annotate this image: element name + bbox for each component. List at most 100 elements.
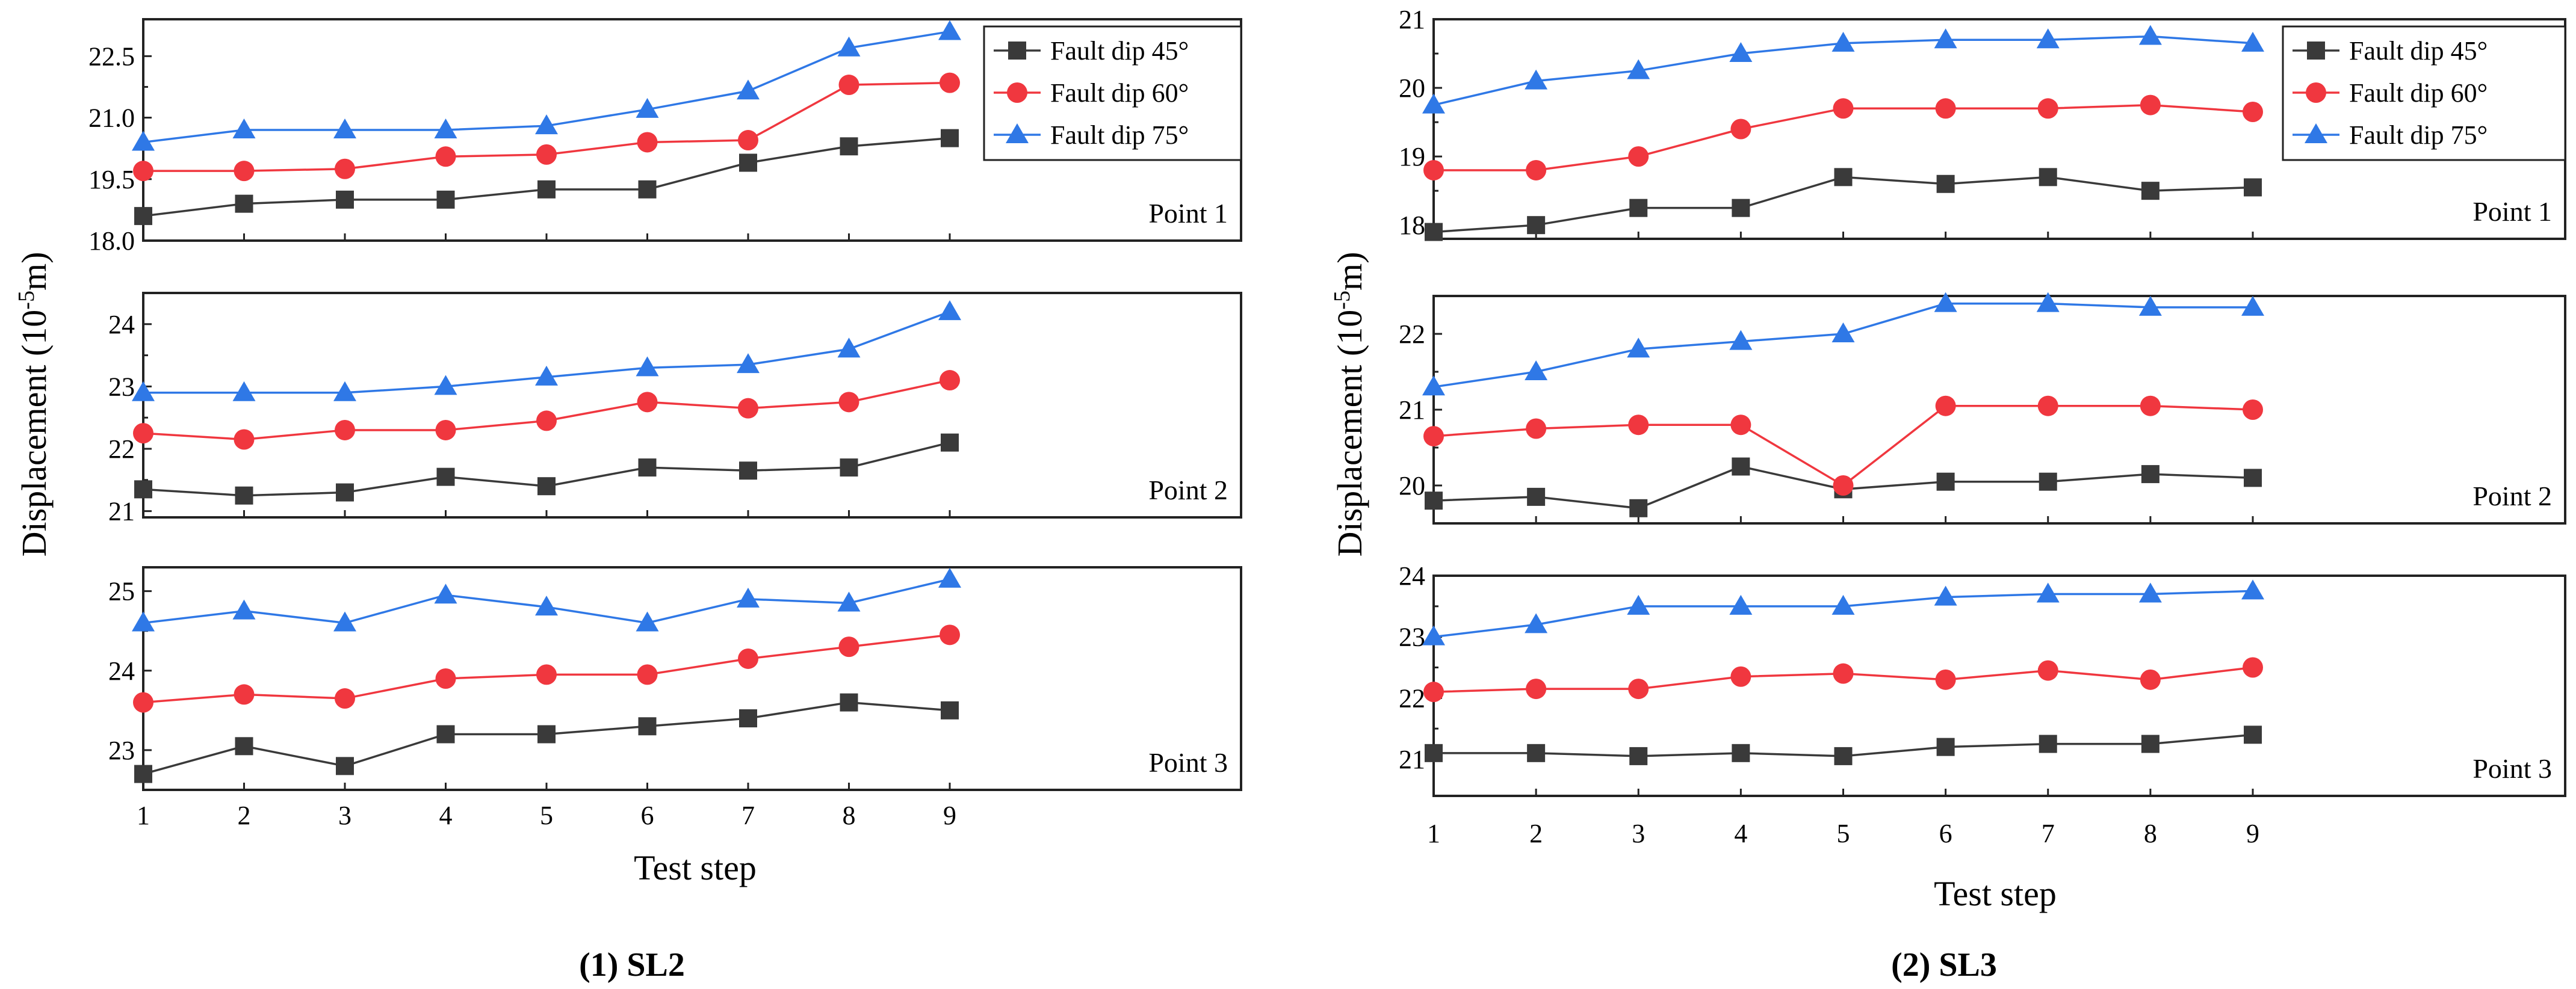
data-point <box>739 709 757 728</box>
data-point <box>235 486 253 505</box>
x-tick-label: 1 <box>1427 819 1440 848</box>
legend-label: Fault dip 45° <box>2349 36 2488 66</box>
panel-point-2: 21 22 23 24 Point 2 <box>108 292 1242 526</box>
x-tick-label: 1 <box>137 801 150 830</box>
x-tick-label: 5 <box>1837 819 1850 848</box>
series-fault-dip-75 <box>1422 292 2264 396</box>
data-point <box>636 356 659 377</box>
x-tick-label: 2 <box>1529 819 1543 848</box>
data-point <box>838 392 859 413</box>
data-point <box>1732 744 1750 762</box>
legend-label: Fault dip 45° <box>1050 36 1189 66</box>
data-point <box>134 480 152 499</box>
y-tick-label: 18 <box>1399 211 1425 240</box>
data-point <box>2036 292 2060 312</box>
data-point <box>434 584 457 604</box>
data-point <box>2244 178 2262 197</box>
y-tick-label: 22 <box>108 434 135 464</box>
data-point <box>840 137 858 156</box>
data-point <box>1833 475 1854 496</box>
legend-label: Fault dip 60° <box>1050 78 1189 108</box>
data-point <box>1935 395 1956 416</box>
y-tick-label: 25 <box>108 577 135 606</box>
legend-marker <box>1006 123 1029 143</box>
x-axis-title: Test step <box>634 848 757 887</box>
legend-item-fault-dip-45: Fault dip 45° <box>994 36 1189 66</box>
data-point <box>941 129 959 147</box>
legend: Fault dip 45° Fault dip 60° Fault dip 75° <box>983 25 1242 161</box>
data-point <box>1730 666 1751 687</box>
data-point <box>1831 31 1855 52</box>
data-point <box>1423 159 1444 180</box>
x-axis: 1 2 3 4 5 6 7 8 9 Test step <box>1427 819 2259 913</box>
data-point <box>536 144 557 165</box>
data-point <box>234 429 255 450</box>
data-point <box>1527 216 1546 235</box>
data-point <box>1422 625 1445 645</box>
series-fault-dip-60 <box>133 72 960 182</box>
data-point <box>1422 375 1445 396</box>
x-tick-label: 8 <box>843 801 856 830</box>
series-line <box>1433 404 2253 487</box>
data-point <box>2141 465 2160 484</box>
data-point <box>2141 182 2160 200</box>
x-tick-label: 2 <box>238 801 251 830</box>
data-point <box>1423 682 1444 703</box>
data-point <box>132 131 155 151</box>
data-point <box>738 130 758 151</box>
data-point <box>941 433 959 452</box>
data-point <box>1629 747 1648 765</box>
data-point <box>133 692 153 713</box>
data-point <box>1627 594 1650 615</box>
y-tick-label: 20 <box>1399 471 1425 501</box>
y-tick-label: 22 <box>1399 683 1425 713</box>
panel-label: Point 2 <box>1148 475 1228 505</box>
data-point <box>336 757 354 775</box>
data-point <box>436 190 455 209</box>
data-point <box>2037 98 2058 119</box>
data-point <box>737 353 760 374</box>
series-fault-dip-45 <box>134 693 959 783</box>
data-point <box>1935 669 1956 690</box>
series-fault-dip-60 <box>133 624 960 713</box>
data-point <box>1627 337 1650 358</box>
data-point <box>435 146 456 167</box>
data-point <box>335 419 355 440</box>
data-point <box>840 458 858 477</box>
data-point <box>1527 487 1546 506</box>
data-point <box>1732 199 1750 217</box>
data-point <box>940 624 960 645</box>
data-point <box>537 180 556 199</box>
y-axis-title: Displacement (10-5m) <box>14 252 54 557</box>
panel-label: Point 3 <box>2472 753 2552 784</box>
data-point <box>335 158 355 179</box>
data-point <box>537 477 556 496</box>
data-point <box>2138 582 2162 603</box>
data-point <box>2241 579 2264 600</box>
data-point <box>739 153 757 172</box>
x-tick-label: 3 <box>1632 819 1645 848</box>
y-tick-label: 21 <box>108 497 135 526</box>
data-point <box>1732 457 1750 476</box>
data-point <box>1831 594 1855 615</box>
panel-label: Point 3 <box>1148 747 1228 778</box>
panel-point-3: 21 22 23 24 Point 3 <box>1399 561 2566 797</box>
x-tick-label: 6 <box>1939 819 1952 848</box>
data-point <box>1935 98 1956 119</box>
y-tick-label: 23 <box>108 736 135 765</box>
data-point <box>837 337 861 358</box>
data-point <box>2039 735 2057 753</box>
data-point <box>1730 119 1751 140</box>
data-point <box>435 419 456 440</box>
data-point <box>2037 660 2058 681</box>
data-point <box>2140 669 2161 690</box>
x-tick-label: 3 <box>338 801 351 830</box>
data-point <box>636 97 659 118</box>
data-point <box>837 36 861 57</box>
data-point <box>2036 582 2060 603</box>
data-point <box>838 75 859 96</box>
data-point <box>2244 469 2262 487</box>
legend-marker <box>2306 82 2326 103</box>
data-point <box>1834 168 1853 186</box>
